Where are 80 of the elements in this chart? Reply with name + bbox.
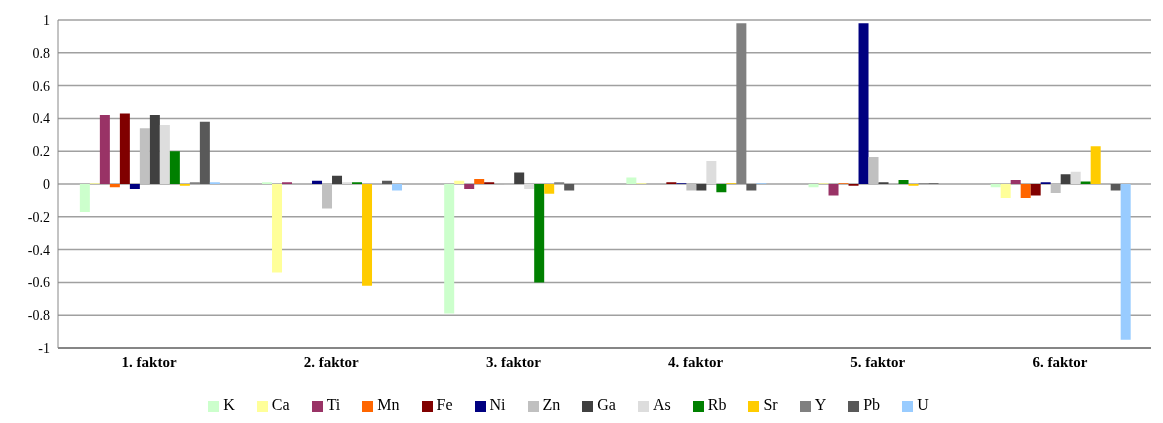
legend-label: K	[223, 396, 235, 413]
bar	[199, 121, 210, 184]
legend-label: Ti	[326, 396, 341, 413]
y-tick-label: -0.4	[27, 242, 50, 258]
legend-label: Ca	[271, 396, 290, 413]
bar	[736, 23, 747, 184]
bar	[746, 184, 757, 191]
bar	[1000, 184, 1011, 198]
bar	[1050, 184, 1061, 194]
bar	[312, 180, 323, 184]
x-tick-label: 5. faktor	[850, 353, 906, 370]
legend-label: Mn	[377, 396, 400, 413]
bar	[99, 115, 110, 184]
bar	[626, 177, 637, 184]
bar	[514, 172, 525, 184]
bar	[149, 115, 160, 184]
bar	[858, 23, 869, 184]
legend-label: Rb	[707, 396, 727, 413]
legend-label: Ni	[489, 396, 506, 413]
bar	[1010, 179, 1021, 184]
bar	[139, 128, 150, 184]
bar	[119, 113, 130, 184]
bar	[524, 184, 535, 189]
y-tick-label: -1	[38, 340, 50, 356]
bar	[1120, 184, 1131, 340]
bar	[382, 180, 393, 184]
bar	[534, 184, 545, 283]
legend-label: Sr	[763, 396, 778, 413]
bar	[392, 184, 403, 191]
bar	[1030, 184, 1041, 196]
y-tick-label: 0	[43, 176, 50, 192]
x-tick-label: 1. faktor	[121, 353, 177, 370]
bar	[828, 184, 839, 196]
bar	[808, 184, 819, 188]
bar	[898, 179, 909, 184]
bar	[272, 184, 283, 273]
y-tick-label: -0.8	[27, 308, 50, 324]
y-tick-label: 0.6	[32, 78, 50, 94]
bar	[129, 184, 140, 189]
bar	[1060, 174, 1071, 184]
bar	[1090, 146, 1101, 184]
bar	[79, 184, 90, 212]
y-tick-label: 0.4	[32, 111, 50, 127]
bar	[109, 184, 120, 188]
bar	[474, 179, 485, 184]
bar	[696, 184, 707, 191]
y-tick-label: -0.2	[27, 209, 50, 225]
x-tick-label: 3. faktor	[485, 353, 542, 370]
legend-label: Y	[814, 396, 827, 413]
bar	[444, 184, 455, 314]
bar	[322, 184, 333, 209]
bar	[990, 184, 1001, 188]
bar	[464, 184, 475, 189]
bar	[169, 151, 180, 184]
bar	[1110, 184, 1121, 191]
bar	[454, 180, 465, 184]
bar	[1070, 171, 1081, 184]
x-tick-label: 4. faktor	[668, 353, 724, 370]
bar	[686, 184, 697, 191]
x-tick-label: 2. faktor	[303, 353, 360, 370]
bar	[716, 184, 727, 193]
y-tick-label: -0.6	[27, 275, 50, 291]
y-tick-label: 1	[43, 12, 50, 28]
y-tick-label: 0.2	[32, 144, 50, 160]
bar	[159, 124, 170, 184]
bar	[564, 184, 575, 191]
legend-label: Ga	[597, 396, 616, 413]
bar	[362, 184, 373, 286]
bar	[1020, 184, 1031, 198]
legend-label: Pb	[863, 396, 881, 413]
legend-label: Zn	[542, 396, 561, 413]
bar	[706, 161, 717, 184]
y-tick-label: 0.8	[32, 45, 50, 61]
bar	[868, 156, 879, 184]
bar	[332, 175, 343, 184]
legend-label: Fe	[436, 396, 453, 413]
x-tick-label: 6. faktor	[1032, 353, 1088, 370]
bar	[544, 184, 555, 194]
legend-label: U	[917, 396, 929, 413]
legend-label: As	[652, 396, 671, 413]
